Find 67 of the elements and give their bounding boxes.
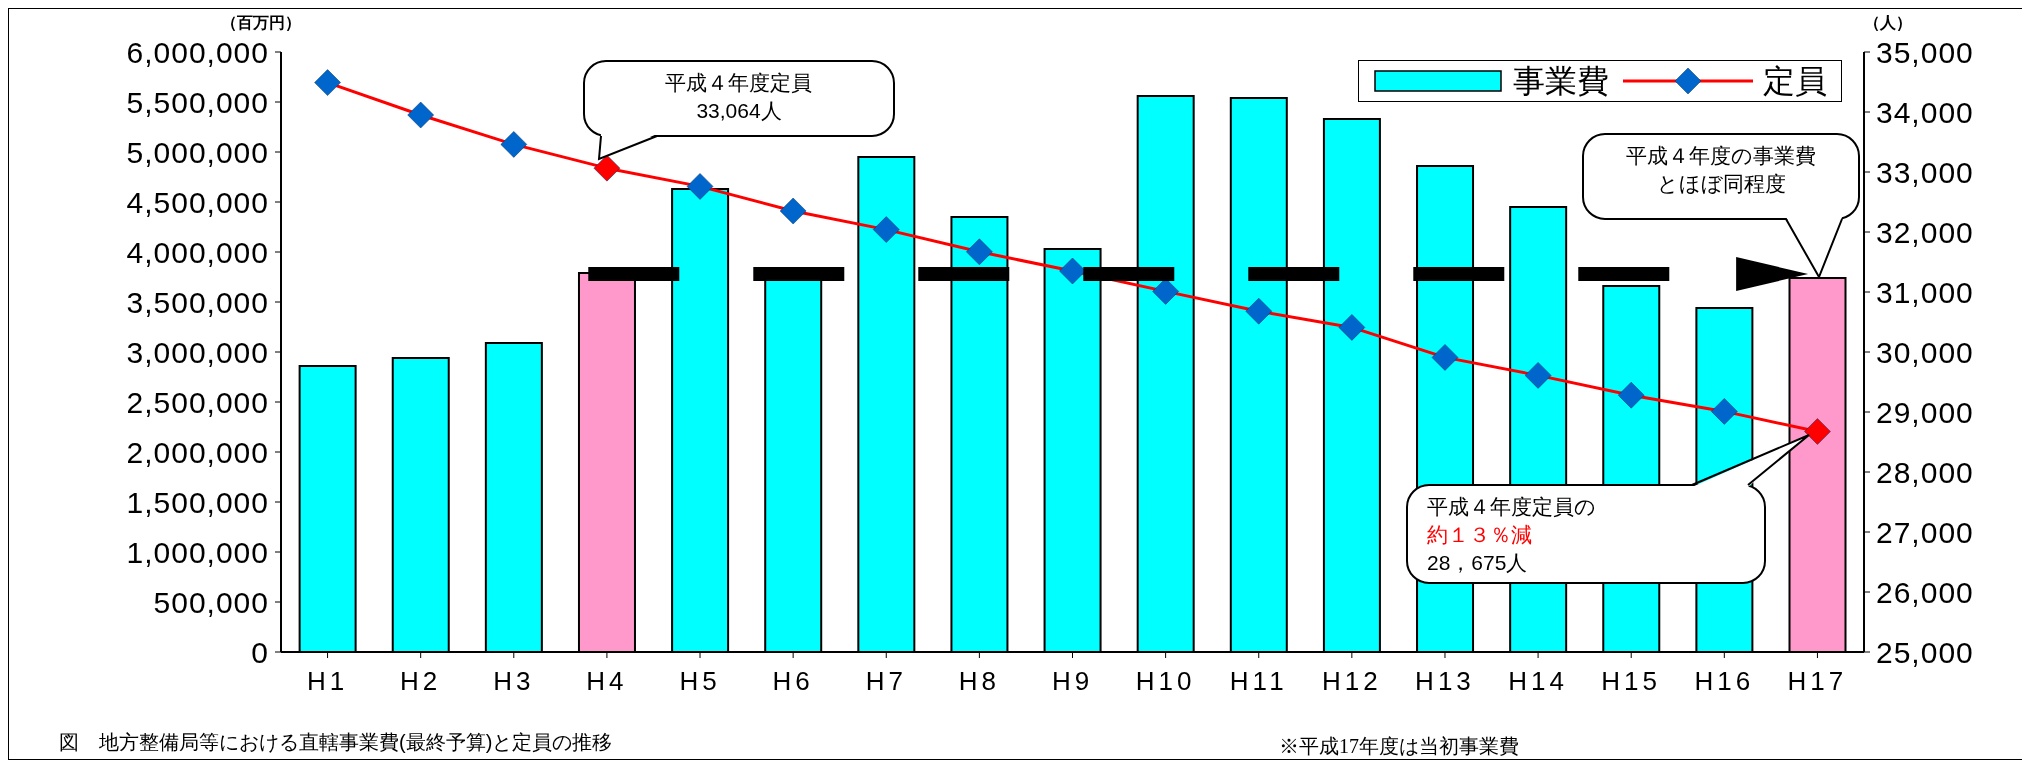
point — [593, 154, 621, 182]
point — [779, 197, 807, 225]
y-tick-label: 3,500,000 — [126, 285, 269, 319]
y-tick-label: 1,000,000 — [126, 535, 269, 569]
point — [1617, 381, 1645, 409]
x-tick-label: H10 — [1135, 666, 1196, 697]
y-tick-label: 5,000,000 — [126, 135, 269, 169]
text: 図 地方整備局等における直轄事業費(最終予算)と定員の推移 — [59, 730, 613, 755]
point — [1711, 398, 1738, 425]
x-tick-label: H5 — [679, 666, 721, 697]
y2-tick-label: 33,000 — [1876, 155, 1974, 189]
y-tick-label: 4,000,000 — [126, 235, 269, 269]
y2-tick-label: 27,000 — [1876, 515, 1974, 549]
x-tick-label: H6 — [772, 666, 814, 697]
point — [1152, 278, 1179, 305]
point — [873, 216, 900, 243]
x-tick-label: H9 — [1051, 666, 1094, 697]
y-tick-label: 5,500,000 — [126, 85, 269, 119]
y2-tick-label: 31,000 — [1876, 275, 1974, 309]
annotation: 平成４年度の事業費とほぼ同程度 — [1626, 144, 1816, 195]
x-tick-label: H3 — [493, 666, 535, 697]
x-tick-label: H15 — [1601, 666, 1662, 697]
annotation: 平成４年度定員33,064人 — [665, 71, 813, 122]
point — [1245, 297, 1272, 325]
y-tick-label: 2,000,000 — [126, 435, 269, 469]
point — [1804, 418, 1831, 445]
y2-tick-label: 26,000 — [1876, 575, 1974, 609]
y2-tick-label: 35,000 — [1876, 35, 1974, 69]
x-tick-label: H8 — [958, 666, 1001, 697]
point — [500, 131, 528, 158]
legend-label: 定員 — [1763, 62, 1827, 101]
y-axis-title: （百万円） — [221, 13, 301, 33]
y-tick-label: 500,000 — [153, 585, 269, 619]
point — [314, 69, 341, 96]
y-tick-label: 3,000,000 — [126, 335, 269, 369]
x-tick-label: H16 — [1694, 666, 1755, 697]
y2-axis-title: （人） — [1864, 13, 1912, 33]
point — [1338, 314, 1366, 341]
y2-tick-label: 28,000 — [1876, 455, 1974, 489]
y-tick-label: 2,500,000 — [126, 385, 269, 419]
y2-tick-label: 32,000 — [1876, 215, 1974, 249]
y2-tick-label: 25,000 — [1876, 635, 1974, 669]
point — [686, 173, 714, 200]
x-tick-label: H11 — [1229, 666, 1288, 697]
x-tick-label: H2 — [400, 666, 442, 697]
x-tick-label: H17 — [1787, 666, 1848, 697]
y2-tick-label: 29,000 — [1876, 395, 1974, 429]
y2-tick-label: 34,000 — [1876, 95, 1974, 129]
y2-tick-label: 30,000 — [1876, 335, 1974, 369]
y-tick-label: 1,500,000 — [126, 485, 269, 519]
x-tick-label: H12 — [1322, 666, 1382, 697]
y-tick-label: 4,500,000 — [126, 185, 269, 219]
x-tick-label: H13 — [1415, 666, 1475, 697]
point — [1524, 362, 1552, 389]
annotation: 平成４年度定員の約１３％減28，675人 — [1427, 495, 1597, 574]
y-tick-label: 6,000,000 — [126, 35, 269, 69]
x-tick-label: H1 — [306, 666, 349, 697]
x-tick-label: H14 — [1508, 666, 1568, 697]
legend-label: 事業費 — [1513, 62, 1609, 101]
point — [966, 238, 993, 266]
x-tick-label: H7 — [865, 666, 907, 697]
point — [407, 101, 434, 129]
text: ※平成17年度は当初事業費 — [1279, 734, 1519, 759]
point — [1059, 257, 1086, 285]
x-tick-label: H4 — [586, 666, 628, 697]
point — [1431, 344, 1459, 371]
y-tick-label: 0 — [251, 635, 269, 669]
